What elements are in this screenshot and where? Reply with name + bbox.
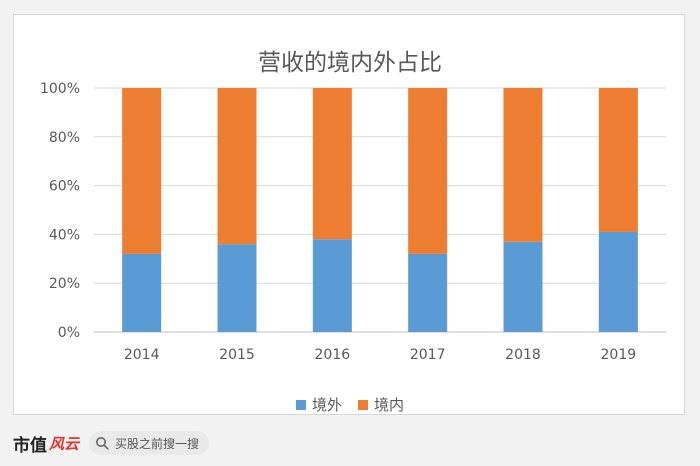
bar-overseas-2016 bbox=[312, 239, 352, 332]
x-tick-label: 2017 bbox=[410, 347, 446, 363]
bar-domestic-2016 bbox=[312, 88, 352, 240]
legend-label-domestic: 境内 bbox=[374, 396, 405, 414]
bar-domestic-2017 bbox=[408, 88, 448, 254]
bar-overseas-2018 bbox=[503, 241, 543, 332]
x-tick-label: 2018 bbox=[505, 347, 541, 363]
x-tick-label: 2016 bbox=[315, 347, 351, 363]
search-placeholder: 买股之前搜一搜 bbox=[115, 436, 200, 451]
chart-title: 营收的境内外占比 bbox=[258, 50, 442, 76]
y-tick-label: 60% bbox=[49, 179, 80, 195]
bar-overseas-2015 bbox=[217, 244, 257, 332]
chart-legend: 境外 境内 bbox=[14, 394, 686, 415]
bar-overseas-2017 bbox=[408, 253, 448, 332]
y-tick-label: 20% bbox=[49, 276, 80, 292]
y-tick-label: 0% bbox=[58, 325, 80, 341]
search-icon bbox=[96, 437, 109, 450]
bar-domestic-2014 bbox=[122, 88, 162, 254]
bar-domestic-2018 bbox=[503, 88, 543, 242]
legend-swatch-domestic bbox=[358, 399, 368, 410]
legend-item-overseas: 境外 bbox=[295, 394, 342, 415]
x-tick-label: 2015 bbox=[219, 347, 255, 363]
y-tick-label: 80% bbox=[49, 130, 80, 146]
bar-domestic-2019 bbox=[598, 88, 638, 232]
footer-bar: 市值 风云 买股之前搜一搜 bbox=[13, 428, 210, 458]
bar-overseas-2014 bbox=[122, 253, 162, 332]
y-tick-label: 40% bbox=[49, 227, 80, 243]
chart-card: 营收的境内外占比 0% 20% 40% 60% 80% 100% 2014 2015 2016 2… bbox=[13, 14, 685, 415]
search-box[interactable]: 买股之前搜一搜 bbox=[89, 431, 210, 455]
y-tick-label: 100% bbox=[40, 81, 80, 97]
brand-logo: 风云 bbox=[49, 434, 80, 453]
bar-domestic-2015 bbox=[217, 88, 257, 245]
chart-plot: 0% 20% 40% 60% 80% 100% 2014 2015 2016 2017 2018 20… bbox=[40, 81, 666, 363]
x-tick-label: 2019 bbox=[601, 347, 637, 363]
legend-swatch-overseas bbox=[295, 399, 306, 410]
bar-overseas-2019 bbox=[598, 231, 638, 332]
x-tick-label: 2014 bbox=[124, 347, 160, 363]
legend-label-overseas: 境外 bbox=[311, 396, 342, 414]
brand-name: 市值 bbox=[13, 435, 47, 456]
legend-item-domestic: 境内 bbox=[358, 394, 404, 415]
